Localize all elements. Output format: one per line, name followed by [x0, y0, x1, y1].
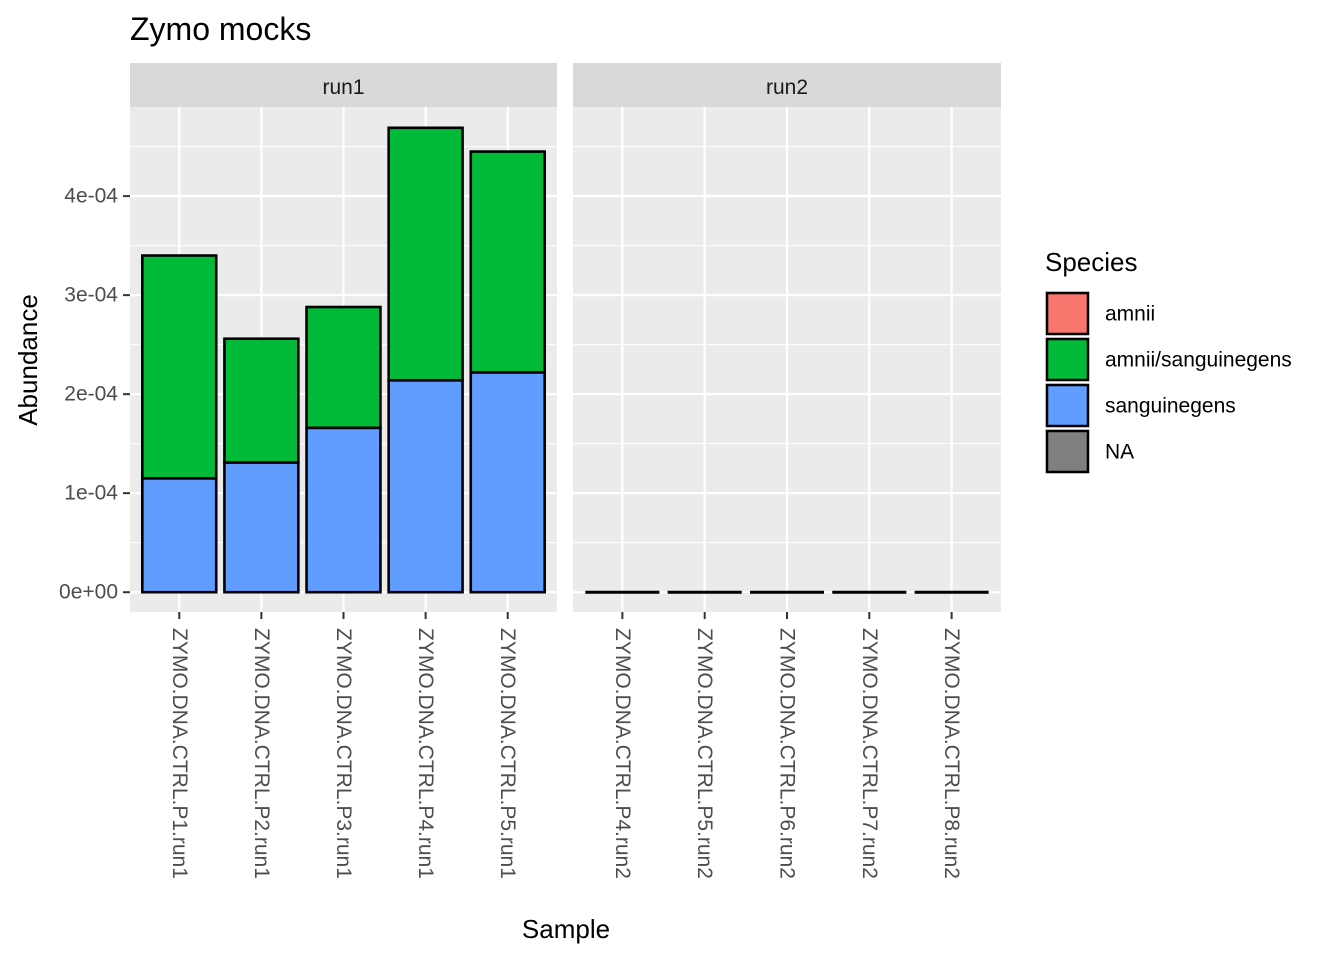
y-tick-label: 3e-04 — [64, 284, 118, 307]
bar-segment — [223, 337, 300, 464]
y-tick-label: 2e-04 — [64, 383, 118, 406]
x-tick-label: ZYMO.DNA.CTRL.P1.run1 — [168, 628, 191, 879]
legend-key — [1045, 429, 1090, 474]
legend-key — [1045, 291, 1090, 336]
bar-segment — [305, 305, 382, 430]
facet-strip — [130, 63, 557, 107]
y-tick-label: 4e-04 — [64, 185, 118, 208]
facet-strip — [573, 63, 1001, 107]
chart-title: Zymo mocks — [130, 11, 311, 47]
bar-segment — [469, 150, 546, 374]
x-tick-label: ZYMO.DNA.CTRL.P4.run1 — [414, 628, 437, 879]
x-tick-label: ZYMO.DNA.CTRL.P3.run1 — [332, 628, 355, 879]
legend-label: sanguinegens — [1105, 395, 1236, 418]
x-tick-label: ZYMO.DNA.CTRL.P6.run2 — [776, 628, 799, 879]
y-tick-label: 0e+00 — [59, 581, 118, 604]
legend-label: NA — [1105, 441, 1134, 464]
bar-segment — [223, 461, 300, 594]
legend-key — [1045, 383, 1090, 428]
legend-label: amnii — [1105, 303, 1155, 326]
bar-segment — [387, 378, 464, 594]
legend-title: Species — [1045, 247, 1138, 277]
plot-layer: run1 ZYMO.DNA.CTRL.P1.run1 ZYMO.DNA.CTRL.P… — [59, 63, 1001, 879]
facet-strip-label: run1 — [322, 76, 364, 99]
legend-label: amnii/sanguinegens — [1105, 349, 1292, 372]
x-tick-label: ZYMO.DNA.CTRL.P8.run2 — [940, 628, 963, 879]
bar-segment — [305, 426, 382, 594]
legend: Species amnii amnii/sanguinegens sanguineg… — [1045, 247, 1292, 474]
x-tick-label: ZYMO.DNA.CTRL.P7.run2 — [858, 628, 881, 879]
x-tick-label: ZYMO.DNA.CTRL.P5.run2 — [693, 628, 716, 879]
x-tick-label: ZYMO.DNA.CTRL.P5.run1 — [496, 628, 519, 879]
bar-segment — [469, 371, 546, 594]
bar-segment — [387, 126, 464, 382]
bar-segment — [141, 254, 218, 480]
legend-key — [1045, 337, 1090, 382]
y-tick-label: 1e-04 — [64, 482, 118, 505]
bar-segment — [141, 477, 218, 594]
x-tick-label: ZYMO.DNA.CTRL.P4.run2 — [611, 628, 634, 879]
y-axis-title: Abundance — [13, 294, 43, 426]
facet-strip-label: run2 — [766, 76, 808, 99]
x-tick-label: ZYMO.DNA.CTRL.P2.run1 — [250, 628, 273, 879]
x-axis-title: Sample — [522, 914, 610, 944]
